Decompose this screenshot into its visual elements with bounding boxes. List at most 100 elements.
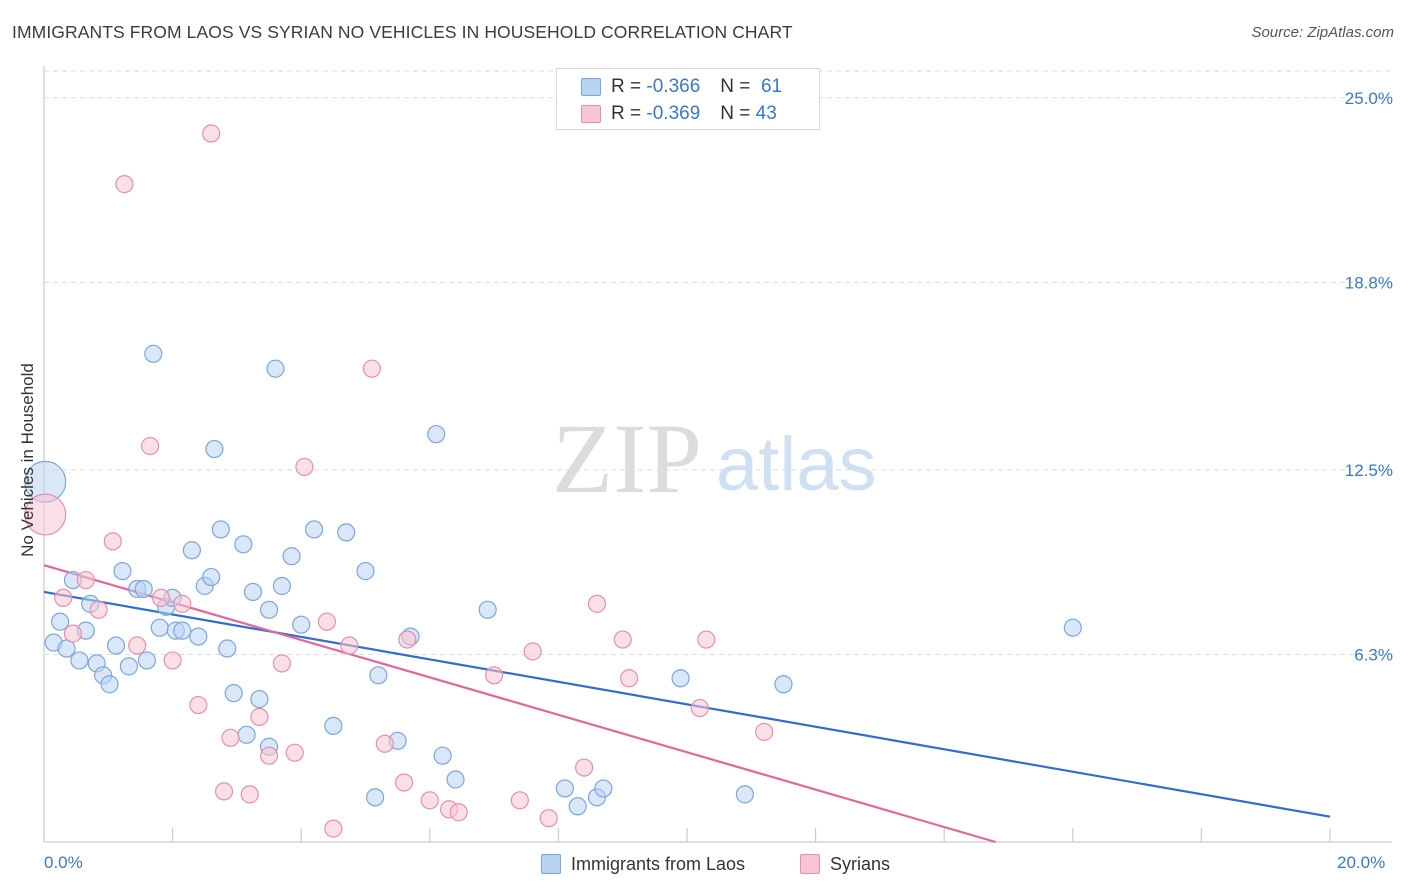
laos-point bbox=[735, 785, 754, 804]
syrians-point bbox=[324, 819, 343, 838]
syrians-point bbox=[295, 457, 314, 477]
laos-point bbox=[173, 621, 192, 640]
syrians-legend-label: Syrians bbox=[830, 853, 891, 874]
y-tick-labels: 6.3% 12.5% 18.8% 25.0% bbox=[1345, 89, 1393, 665]
y-tick-label: 18.8% bbox=[1345, 273, 1393, 292]
laos-point bbox=[144, 344, 163, 363]
syrians-point bbox=[54, 588, 73, 607]
laos-point bbox=[478, 600, 497, 619]
syrians-point bbox=[510, 791, 529, 810]
legend-row-laos: R = -0.366 N = 61 bbox=[581, 76, 782, 98]
laos-point bbox=[50, 612, 70, 631]
syrians-point bbox=[214, 782, 234, 801]
laos-swatch bbox=[581, 78, 601, 96]
laos-point bbox=[119, 657, 138, 676]
laos-point bbox=[243, 582, 263, 602]
syrians-point bbox=[340, 636, 359, 655]
laos-point bbox=[202, 567, 221, 587]
syrians-point bbox=[620, 669, 639, 688]
x-tick-max: 20.0% bbox=[1337, 853, 1386, 872]
syrians-point bbox=[449, 803, 468, 822]
syrians-point bbox=[272, 654, 292, 673]
laos-point bbox=[433, 746, 452, 765]
syrians-legend-swatch bbox=[800, 854, 820, 874]
r-label: R = bbox=[611, 76, 642, 97]
n-label: N = bbox=[720, 76, 751, 97]
syrians-point bbox=[240, 785, 259, 804]
r-label: R = bbox=[611, 103, 642, 124]
r-value: -0.369 bbox=[646, 103, 701, 124]
syrians-point bbox=[285, 743, 304, 762]
laos-point bbox=[237, 725, 256, 744]
laos-point bbox=[427, 425, 446, 444]
laos-point bbox=[205, 439, 224, 459]
bottom-legend-syrians: Syrians bbox=[800, 852, 890, 876]
syrians-point bbox=[575, 758, 594, 777]
syrians-trend-line bbox=[43, 564, 996, 844]
watermark-zip: ZIP bbox=[552, 403, 702, 514]
laos-point bbox=[366, 788, 385, 807]
syrians-point bbox=[398, 630, 417, 649]
syrians-point bbox=[163, 651, 182, 670]
syrians-point bbox=[317, 612, 337, 631]
source-credit: Source: ZipAtlas.com bbox=[1251, 24, 1394, 41]
laos-point bbox=[356, 562, 375, 581]
laos-point bbox=[594, 779, 613, 798]
laos-point bbox=[250, 690, 269, 709]
laos-point bbox=[774, 675, 793, 694]
legend-row-syrians: R = -0.369 N = 43 bbox=[581, 103, 777, 125]
laos-point bbox=[150, 618, 169, 637]
laos-legend-label: Immigrants from Laos bbox=[571, 853, 746, 874]
laos-point bbox=[272, 576, 292, 596]
data-points bbox=[24, 124, 1082, 838]
syrians-point bbox=[221, 728, 240, 747]
y-tick-label: 12.5% bbox=[1345, 461, 1393, 480]
laos-point bbox=[134, 579, 153, 599]
laos-point bbox=[259, 600, 279, 619]
y-tick-label: 25.0% bbox=[1345, 89, 1393, 108]
syrians-point bbox=[690, 698, 709, 718]
watermark: ZIP atlas bbox=[552, 403, 877, 514]
laos-point bbox=[292, 615, 311, 634]
laos-point bbox=[446, 770, 465, 789]
laos-trend-line bbox=[43, 590, 1331, 818]
laos-point bbox=[266, 359, 285, 378]
syrians-point bbox=[151, 588, 171, 607]
laos-point bbox=[369, 666, 388, 685]
x-tick-min: 0.0% bbox=[44, 853, 83, 872]
n-value: 61 bbox=[760, 76, 783, 97]
syrians-point bbox=[76, 570, 95, 590]
laos-point bbox=[1063, 618, 1082, 637]
grid-lines bbox=[44, 70, 1392, 655]
stats-legend: R = -0.366 N = 61 R = -0.369 N = 43 bbox=[556, 68, 820, 130]
laos-point bbox=[182, 541, 201, 560]
syrians-point bbox=[485, 666, 504, 685]
laos-point bbox=[189, 627, 208, 646]
laos-point bbox=[137, 651, 156, 670]
trend-lines bbox=[43, 564, 1331, 844]
y-tick-label: 6.3% bbox=[1354, 645, 1393, 664]
laos-point bbox=[234, 535, 253, 554]
syrians-point bbox=[420, 791, 439, 810]
laos-point bbox=[100, 675, 119, 694]
syrians-point bbox=[539, 809, 558, 828]
syrians-point bbox=[259, 746, 279, 765]
syrians-point bbox=[394, 773, 414, 792]
laos-point bbox=[218, 639, 237, 658]
laos-point bbox=[304, 520, 324, 539]
syrians-point bbox=[89, 600, 108, 619]
syrians-point bbox=[362, 359, 382, 378]
n-value: 43 bbox=[755, 103, 777, 124]
syrians-point bbox=[250, 707, 269, 727]
syrians-point bbox=[140, 436, 160, 456]
syrians-point bbox=[128, 636, 147, 655]
laos-point bbox=[337, 523, 356, 542]
laos-point bbox=[70, 651, 89, 670]
syrians-point bbox=[613, 630, 632, 649]
syrians-point bbox=[697, 630, 716, 649]
laos-point bbox=[555, 779, 574, 798]
syrians-point bbox=[103, 532, 122, 551]
axes bbox=[43, 66, 1392, 843]
laos-legend-swatch bbox=[541, 854, 561, 874]
